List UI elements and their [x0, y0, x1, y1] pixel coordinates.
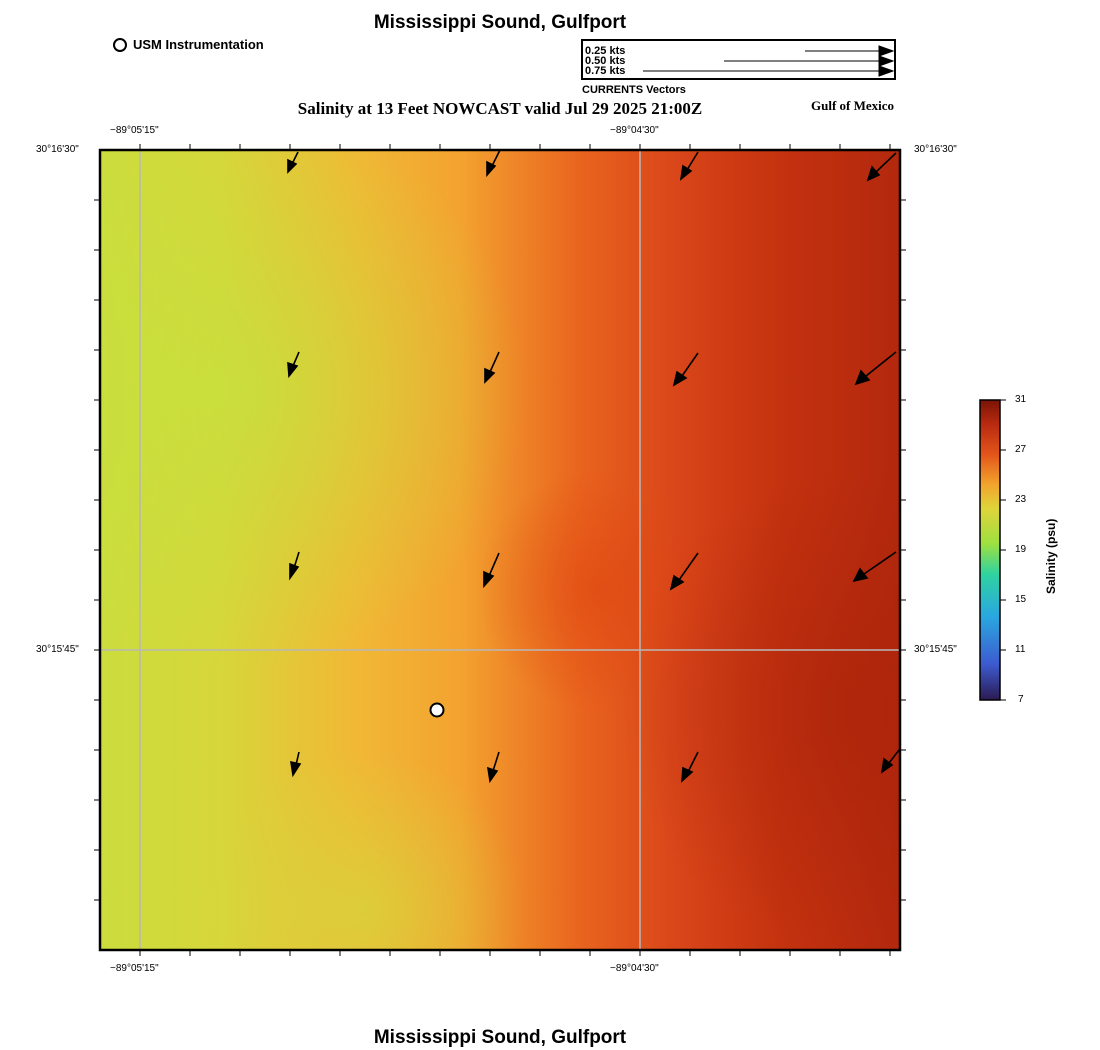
- lon-tick-top-1: −89°05'15": [110, 125, 159, 136]
- colorbar-tick: 15: [1015, 594, 1027, 605]
- current-arrow: [487, 751, 500, 784]
- current-arrow: [669, 552, 699, 591]
- current-arrow: [679, 151, 699, 181]
- colorbar-tick: 23: [1015, 494, 1027, 505]
- region-label: Gulf of Mexico: [811, 98, 895, 113]
- colorbar-gradient: [979, 399, 1001, 701]
- map-field: [100, 150, 900, 950]
- lon-tick-bottom-1: −89°05'15": [110, 963, 159, 974]
- frame-ticks: [94, 144, 906, 956]
- current-vectors: [287, 149, 900, 784]
- vector-scale-box: 0.25 kts 0.50 kts 0.75 kts: [581, 39, 896, 80]
- lat-tick-left-1: 30°16'30": [36, 144, 79, 155]
- current-arrow: [484, 351, 500, 384]
- current-arrow: [287, 351, 300, 379]
- station-legend: USM Instrumentation: [113, 37, 264, 52]
- colorbar-tick: 11: [1015, 644, 1026, 655]
- current-arrow: [681, 751, 699, 783]
- lat-tick-left-2: 30°15'45": [36, 644, 79, 655]
- current-arrow: [852, 551, 897, 583]
- current-arrow: [486, 149, 501, 178]
- station-marker[interactable]: [429, 702, 445, 718]
- lon-tick-bottom-2: −89°04'30": [610, 963, 659, 974]
- colorbar-tick: 7: [1018, 694, 1024, 705]
- lon-tick-top-2: −89°04'30": [610, 125, 659, 136]
- lat-tick-right-2: 30°15'45": [914, 644, 957, 655]
- vector-legend-title: CURRENTS Vectors: [582, 84, 686, 96]
- current-arrow: [854, 351, 897, 386]
- current-arrow: [866, 152, 897, 182]
- colorbar-tick: 19: [1015, 544, 1027, 555]
- station-legend-label: USM Instrumentation: [133, 37, 264, 52]
- current-arrow: [880, 749, 900, 774]
- map-title: Mississippi Sound, Gulfport: [373, 12, 627, 33]
- lat-tick-right-1: 30°16'30": [914, 144, 957, 155]
- station-marker-icon: [113, 37, 127, 52]
- current-arrow: [287, 151, 299, 174]
- current-arrow: [290, 751, 302, 778]
- map-subtitle: Salinity at 13 Feet NOWCAST valid Jul 29…: [297, 99, 703, 118]
- vector-scale-label-3: 0.75 kts: [585, 65, 626, 77]
- current-arrow: [483, 552, 500, 589]
- colorbar-title: Salinity (psu): [1044, 518, 1058, 594]
- vector-scale-arrows: [643, 45, 894, 77]
- colorbar-tick: 31: [1015, 394, 1027, 405]
- vector-scale-label-1: 0.25 kts: [585, 45, 626, 57]
- graticule: [100, 150, 900, 950]
- colorbar: [979, 399, 1006, 701]
- current-arrow: [289, 551, 300, 581]
- current-arrow: [672, 352, 699, 387]
- footer-title: Mississippi Sound, Gulfport: [373, 1027, 627, 1048]
- colorbar-tick: 27: [1015, 444, 1027, 455]
- vector-scale-label-2: 0.50 kts: [585, 55, 626, 67]
